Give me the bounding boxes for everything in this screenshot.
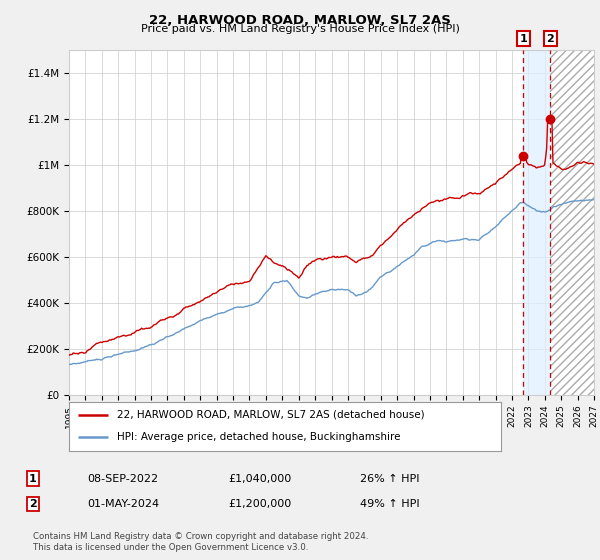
- Text: 2: 2: [547, 34, 554, 44]
- Text: 26% ↑ HPI: 26% ↑ HPI: [360, 474, 419, 484]
- Bar: [550, 50, 594, 395]
- Text: Price paid vs. HM Land Registry's House Price Index (HPI): Price paid vs. HM Land Registry's House …: [140, 24, 460, 34]
- Text: 22, HARWOOD ROAD, MARLOW, SL7 2AS (detached house): 22, HARWOOD ROAD, MARLOW, SL7 2AS (detac…: [116, 410, 424, 420]
- Text: 01-MAY-2024: 01-MAY-2024: [87, 499, 159, 509]
- Text: 08-SEP-2022: 08-SEP-2022: [87, 474, 158, 484]
- Text: £1,040,000: £1,040,000: [228, 474, 291, 484]
- Text: 22, HARWOOD ROAD, MARLOW, SL7 2AS: 22, HARWOOD ROAD, MARLOW, SL7 2AS: [149, 14, 451, 27]
- Text: HPI: Average price, detached house, Buckinghamshire: HPI: Average price, detached house, Buck…: [116, 432, 400, 442]
- Text: 2: 2: [29, 499, 37, 509]
- Bar: [523, 50, 550, 395]
- Bar: [550, 50, 594, 395]
- Text: 1: 1: [29, 474, 37, 484]
- Text: Contains HM Land Registry data © Crown copyright and database right 2024.
This d: Contains HM Land Registry data © Crown c…: [33, 532, 368, 552]
- Text: 49% ↑ HPI: 49% ↑ HPI: [360, 499, 419, 509]
- Text: £1,200,000: £1,200,000: [228, 499, 291, 509]
- Text: 1: 1: [520, 34, 527, 44]
